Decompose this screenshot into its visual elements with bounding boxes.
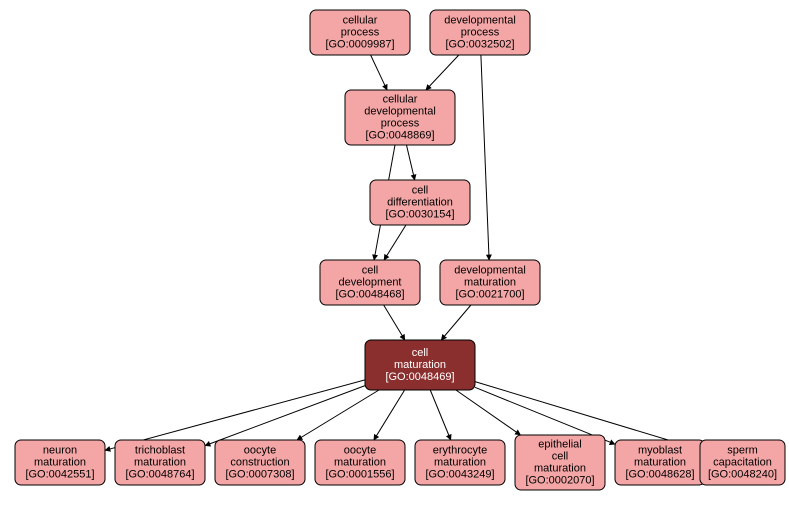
node-label-line: oocyte (244, 444, 276, 456)
edge-cell_maturation-to-erythrocyte_maturation (430, 390, 451, 440)
node-cell_maturation[interactable]: cellmaturation[GO:0048469] (365, 340, 475, 390)
edge-cell_maturation-to-epithelial_cell_maturation (456, 390, 521, 435)
node-cell_differentiation[interactable]: celldifferentiation[GO:0030154] (370, 180, 470, 225)
node-label-line: oocyte (344, 444, 376, 456)
node-label-line: maturation (334, 456, 386, 468)
node-label-line: erythrocyte (433, 444, 487, 456)
edge-cellular_dev_process-to-cell_differentiation (406, 145, 414, 180)
node-label-line: [GO:0021700] (455, 288, 524, 300)
node-label-line: construction (230, 456, 289, 468)
node-label-line: development (339, 276, 402, 288)
node-label-line: process (461, 26, 500, 38)
node-label-line: developmental (444, 14, 516, 26)
node-label-line: [GO:0048468] (335, 288, 404, 300)
edge-cell_maturation-to-trichoblast_maturation (205, 386, 365, 446)
node-label-line: myoblast (638, 444, 682, 456)
node-epithelial_cell_maturation[interactable]: epithelialcellmaturation[GO:0002070] (515, 435, 605, 490)
node-cellular_dev_process[interactable]: cellulardevelopmentalprocess[GO:0048869] (345, 90, 455, 145)
node-developmental_process[interactable]: developmentalprocess[GO:0032502] (430, 10, 530, 55)
node-label-line: [GO:0048240] (708, 468, 777, 480)
edge-cell_maturation-to-oocyte_construction (297, 390, 379, 440)
node-label-line: cellular (343, 14, 378, 26)
node-label-line: trichoblast (135, 444, 185, 456)
node-label-line: [GO:0007308] (225, 468, 294, 480)
node-label-line: maturation (464, 276, 516, 288)
node-label-line: developmental (364, 105, 436, 117)
node-label-line: cell (412, 347, 429, 359)
node-label-line: epithelial (538, 438, 581, 450)
node-label-line: [GO:0009987] (325, 38, 394, 50)
node-label-line: [GO:0048869] (365, 129, 434, 141)
node-label-line: process (341, 26, 380, 38)
edge-developmental_maturation-to-cell_maturation (441, 305, 471, 340)
node-label-line: maturation (34, 456, 86, 468)
node-label-line: cell (552, 450, 569, 462)
node-label-line: [GO:0032502] (445, 38, 514, 50)
edge-developmental_process-to-developmental_maturation (481, 55, 489, 260)
node-sperm_capacitation[interactable]: spermcapacitation[GO:0048240] (700, 440, 785, 485)
node-label-line: differentiation (387, 196, 453, 208)
edge-developmental_process-to-cellular_dev_process (426, 55, 459, 90)
node-label-line: [GO:0002070] (525, 474, 594, 486)
go-ontology-graph: cellularprocess[GO:0009987]developmental… (0, 0, 789, 507)
node-trichoblast_maturation[interactable]: trichoblastmaturation[GO:0048764] (115, 440, 205, 485)
node-label-line: [GO:0048764] (125, 468, 194, 480)
node-label-line: maturation (434, 456, 486, 468)
node-label-line: cell (362, 264, 379, 276)
node-label-line: [GO:0048628] (625, 468, 694, 480)
node-neuron_maturation[interactable]: neuronmaturation[GO:0042551] (15, 440, 105, 485)
node-myoblast_maturation[interactable]: myoblastmaturation[GO:0048628] (615, 440, 705, 485)
node-label-line: [GO:0001556] (325, 468, 394, 480)
node-developmental_maturation[interactable]: developmentalmaturation[GO:0021700] (440, 260, 540, 305)
node-label-line: [GO:0048469] (385, 371, 454, 383)
node-label-line: sperm (727, 444, 758, 456)
edge-cellular_process-to-cellular_dev_process (371, 55, 387, 90)
edge-cell_development-to-cell_maturation (384, 305, 405, 340)
edge-cell_maturation-to-oocyte_maturation (374, 390, 405, 440)
node-label-line: [GO:0042551] (25, 468, 94, 480)
node-label-line: developmental (454, 264, 526, 276)
node-oocyte_construction[interactable]: oocyteconstruction[GO:0007308] (215, 440, 305, 485)
node-label-line: [GO:0030154] (385, 208, 454, 220)
node-label-line: [GO:0043249] (425, 468, 494, 480)
node-cell_development[interactable]: celldevelopment[GO:0048468] (320, 260, 420, 305)
edge-cell_differentiation-to-cell_development (384, 225, 406, 260)
node-label-line: cell (412, 184, 429, 196)
node-oocyte_maturation[interactable]: oocytematuration[GO:0001556] (315, 440, 405, 485)
node-label-line: cellular (383, 93, 418, 105)
node-label-line: maturation (394, 359, 446, 371)
node-label-line: maturation (634, 456, 686, 468)
node-erythrocyte_maturation[interactable]: erythrocytematuration[GO:0043249] (415, 440, 505, 485)
node-label-line: neuron (43, 444, 77, 456)
node-label-line: maturation (534, 462, 586, 474)
node-cellular_process[interactable]: cellularprocess[GO:0009987] (310, 10, 410, 55)
node-label-line: process (381, 117, 420, 129)
node-label-line: maturation (134, 456, 186, 468)
nodes-layer: cellularprocess[GO:0009987]developmental… (15, 10, 785, 490)
node-label-line: capacitation (713, 456, 772, 468)
